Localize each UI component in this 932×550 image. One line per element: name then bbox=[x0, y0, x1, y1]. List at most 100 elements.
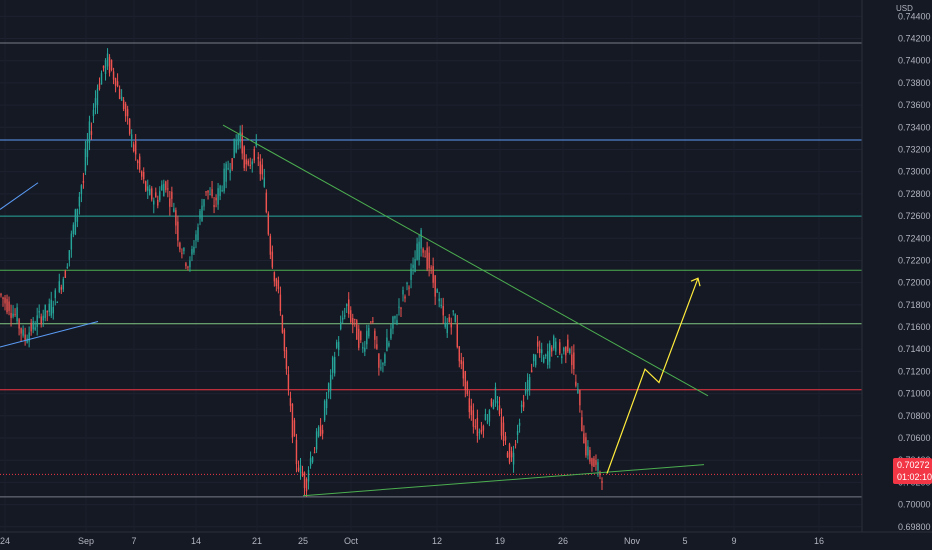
candle-body bbox=[350, 310, 352, 323]
candle-body bbox=[368, 327, 370, 337]
candle-body bbox=[335, 342, 338, 348]
candle-body bbox=[514, 444, 517, 446]
candle-body bbox=[187, 266, 189, 268]
candle-body bbox=[472, 410, 475, 427]
channel-upper-line[interactable] bbox=[0, 182, 39, 210]
time-tick-label: 26 bbox=[558, 536, 568, 546]
candle-body bbox=[398, 306, 400, 308]
candle-body bbox=[58, 281, 60, 292]
time-tick-label: Sep bbox=[78, 536, 94, 546]
candle-body bbox=[183, 247, 185, 252]
candle-body bbox=[502, 422, 505, 442]
candle-body bbox=[575, 381, 577, 386]
candle-body bbox=[412, 264, 414, 268]
candle-body bbox=[114, 78, 117, 86]
candle-body bbox=[96, 88, 99, 106]
candle-body bbox=[557, 356, 559, 358]
candle-body bbox=[428, 252, 430, 269]
price-tick-label: 0.73200 bbox=[898, 144, 931, 154]
price-tick-label: 0.72400 bbox=[898, 233, 931, 243]
candle-body bbox=[235, 139, 237, 153]
candle-body bbox=[50, 299, 52, 316]
candle-body bbox=[265, 192, 268, 213]
candle-body bbox=[573, 352, 575, 369]
candle-body bbox=[579, 389, 581, 406]
price-tick-label: 0.71200 bbox=[898, 366, 931, 376]
candle-body bbox=[128, 118, 131, 134]
candle-body bbox=[438, 298, 440, 302]
candle-body bbox=[221, 190, 223, 192]
candle-body bbox=[138, 156, 141, 170]
last-price-tag: 0.70272 01:02:10 bbox=[893, 458, 932, 484]
candle-body bbox=[195, 234, 197, 241]
candle-body bbox=[454, 314, 456, 323]
candle-body bbox=[339, 321, 342, 330]
candle-body bbox=[366, 330, 368, 345]
candle-body bbox=[464, 371, 467, 390]
price-tick-label: 0.71600 bbox=[898, 322, 931, 332]
candle-body bbox=[420, 230, 422, 249]
candle-body bbox=[281, 315, 284, 333]
candle-body bbox=[32, 321, 34, 330]
candle-body bbox=[414, 259, 416, 273]
candle-body bbox=[490, 399, 493, 406]
candle-body bbox=[6, 299, 8, 313]
candle-body bbox=[348, 299, 350, 315]
candle-body bbox=[197, 227, 199, 241]
candle-body bbox=[0, 293, 2, 296]
candle-body bbox=[269, 236, 272, 255]
candle-body bbox=[530, 370, 533, 373]
price-tick-label: 0.73400 bbox=[898, 122, 931, 132]
candle-body bbox=[555, 341, 557, 352]
candle-body bbox=[436, 289, 438, 293]
time-axis[interactable]: 24 Sep 7 14 21 25 Oct 12 19 26 Nov 5 9 16 bbox=[0, 536, 824, 546]
drawings[interactable] bbox=[0, 124, 709, 497]
candle-body bbox=[378, 353, 380, 368]
candle-body bbox=[543, 357, 545, 363]
candle-body bbox=[233, 138, 235, 158]
candle-body bbox=[227, 168, 229, 170]
candle-body bbox=[450, 322, 452, 328]
candle-body bbox=[524, 389, 527, 394]
projection-arrowhead bbox=[690, 277, 701, 287]
candle-body bbox=[528, 377, 531, 391]
candle-body bbox=[191, 248, 193, 255]
candle-body bbox=[468, 398, 471, 413]
candle-body bbox=[10, 312, 12, 318]
candle-body bbox=[466, 381, 469, 394]
candle-body bbox=[354, 319, 356, 321]
candle-body bbox=[213, 205, 215, 207]
candle-body bbox=[325, 398, 328, 409]
candle-body bbox=[253, 149, 255, 161]
candle-body bbox=[231, 158, 233, 170]
price-tick-label: 0.73800 bbox=[898, 78, 931, 88]
price-tick-label: 0.72800 bbox=[898, 189, 931, 199]
price-tick-label: 0.70600 bbox=[898, 433, 931, 443]
candle-body bbox=[181, 252, 183, 254]
candle-body bbox=[100, 73, 103, 85]
price-tick-label: 0.71800 bbox=[898, 300, 931, 310]
channel-lower-line[interactable] bbox=[0, 321, 99, 348]
candle-body bbox=[559, 342, 561, 354]
candle-body bbox=[92, 109, 95, 117]
candle-body bbox=[66, 266, 69, 269]
candle-body bbox=[390, 328, 392, 339]
candle-body bbox=[364, 347, 366, 352]
projection-arrow[interactable] bbox=[606, 277, 699, 474]
candle-body bbox=[551, 347, 553, 352]
candle-body bbox=[309, 458, 312, 466]
descending-trendline[interactable] bbox=[222, 124, 709, 397]
candle-body bbox=[418, 241, 420, 260]
candle-body bbox=[179, 242, 181, 250]
candle-body bbox=[534, 355, 537, 366]
candle-body bbox=[376, 344, 378, 349]
candle-body bbox=[352, 317, 354, 325]
candle-body bbox=[68, 250, 71, 260]
candle-body bbox=[42, 315, 44, 321]
candle-body bbox=[510, 451, 513, 458]
ascending-support-trendline[interactable] bbox=[302, 464, 705, 497]
candle-body bbox=[237, 134, 239, 146]
candle-body bbox=[432, 266, 434, 283]
price-tick-label: 0.71400 bbox=[898, 344, 931, 354]
